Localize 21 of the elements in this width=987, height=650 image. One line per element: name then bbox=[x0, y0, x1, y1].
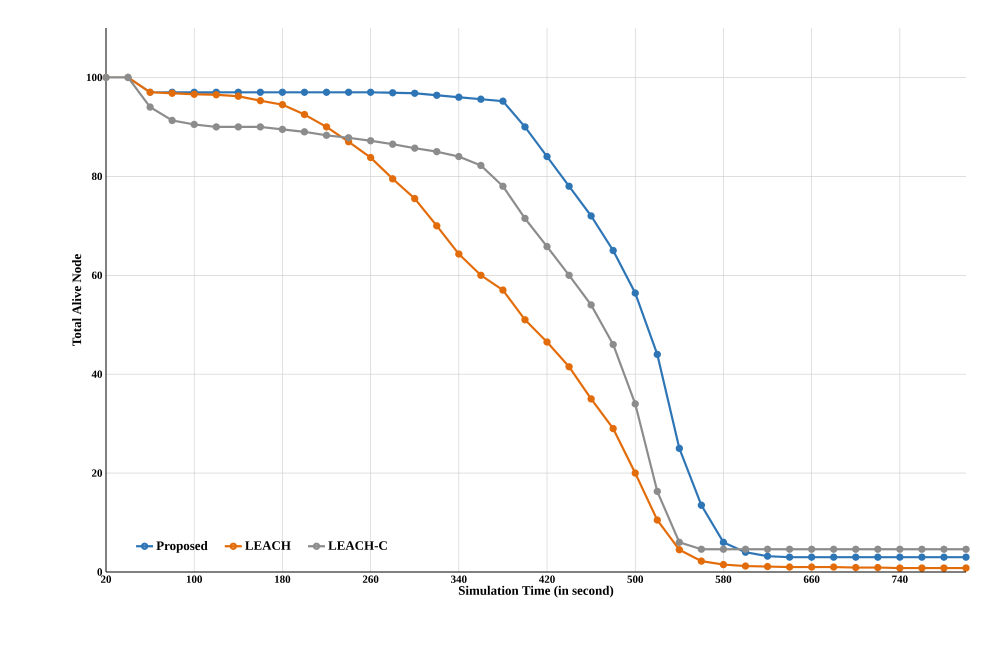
legend-label: LEACH-C bbox=[328, 541, 387, 550]
y-axis-title: Total Alive Node bbox=[72, 254, 82, 346]
x-tick-label: 740 bbox=[892, 576, 908, 583]
x-tick-label: 100 bbox=[186, 576, 202, 583]
y-tick-label: 60 bbox=[92, 272, 102, 279]
y-tick-label: 0 bbox=[97, 568, 102, 576]
x-tick-label: 660 bbox=[804, 576, 820, 583]
x-tick-label: 420 bbox=[538, 576, 555, 583]
legend-label: LEACH bbox=[245, 541, 291, 550]
y-tick-label: 40 bbox=[92, 370, 102, 378]
legend-label: Proposed bbox=[156, 541, 208, 553]
x-axis-title: Simulation Time (in second) bbox=[458, 586, 614, 598]
x-tick-label: 580 bbox=[716, 576, 732, 583]
y-tick-label: 100 bbox=[86, 74, 102, 82]
y-tick-label: 80 bbox=[92, 172, 102, 180]
y-tick-label: 20 bbox=[92, 469, 102, 477]
x-tick-label: 20 bbox=[100, 576, 112, 583]
x-tick-label: 260 bbox=[362, 576, 378, 583]
x-tick-label: 340 bbox=[451, 576, 467, 583]
x-tick-label: 500 bbox=[627, 576, 644, 583]
x-tick-label: 180 bbox=[275, 576, 290, 583]
